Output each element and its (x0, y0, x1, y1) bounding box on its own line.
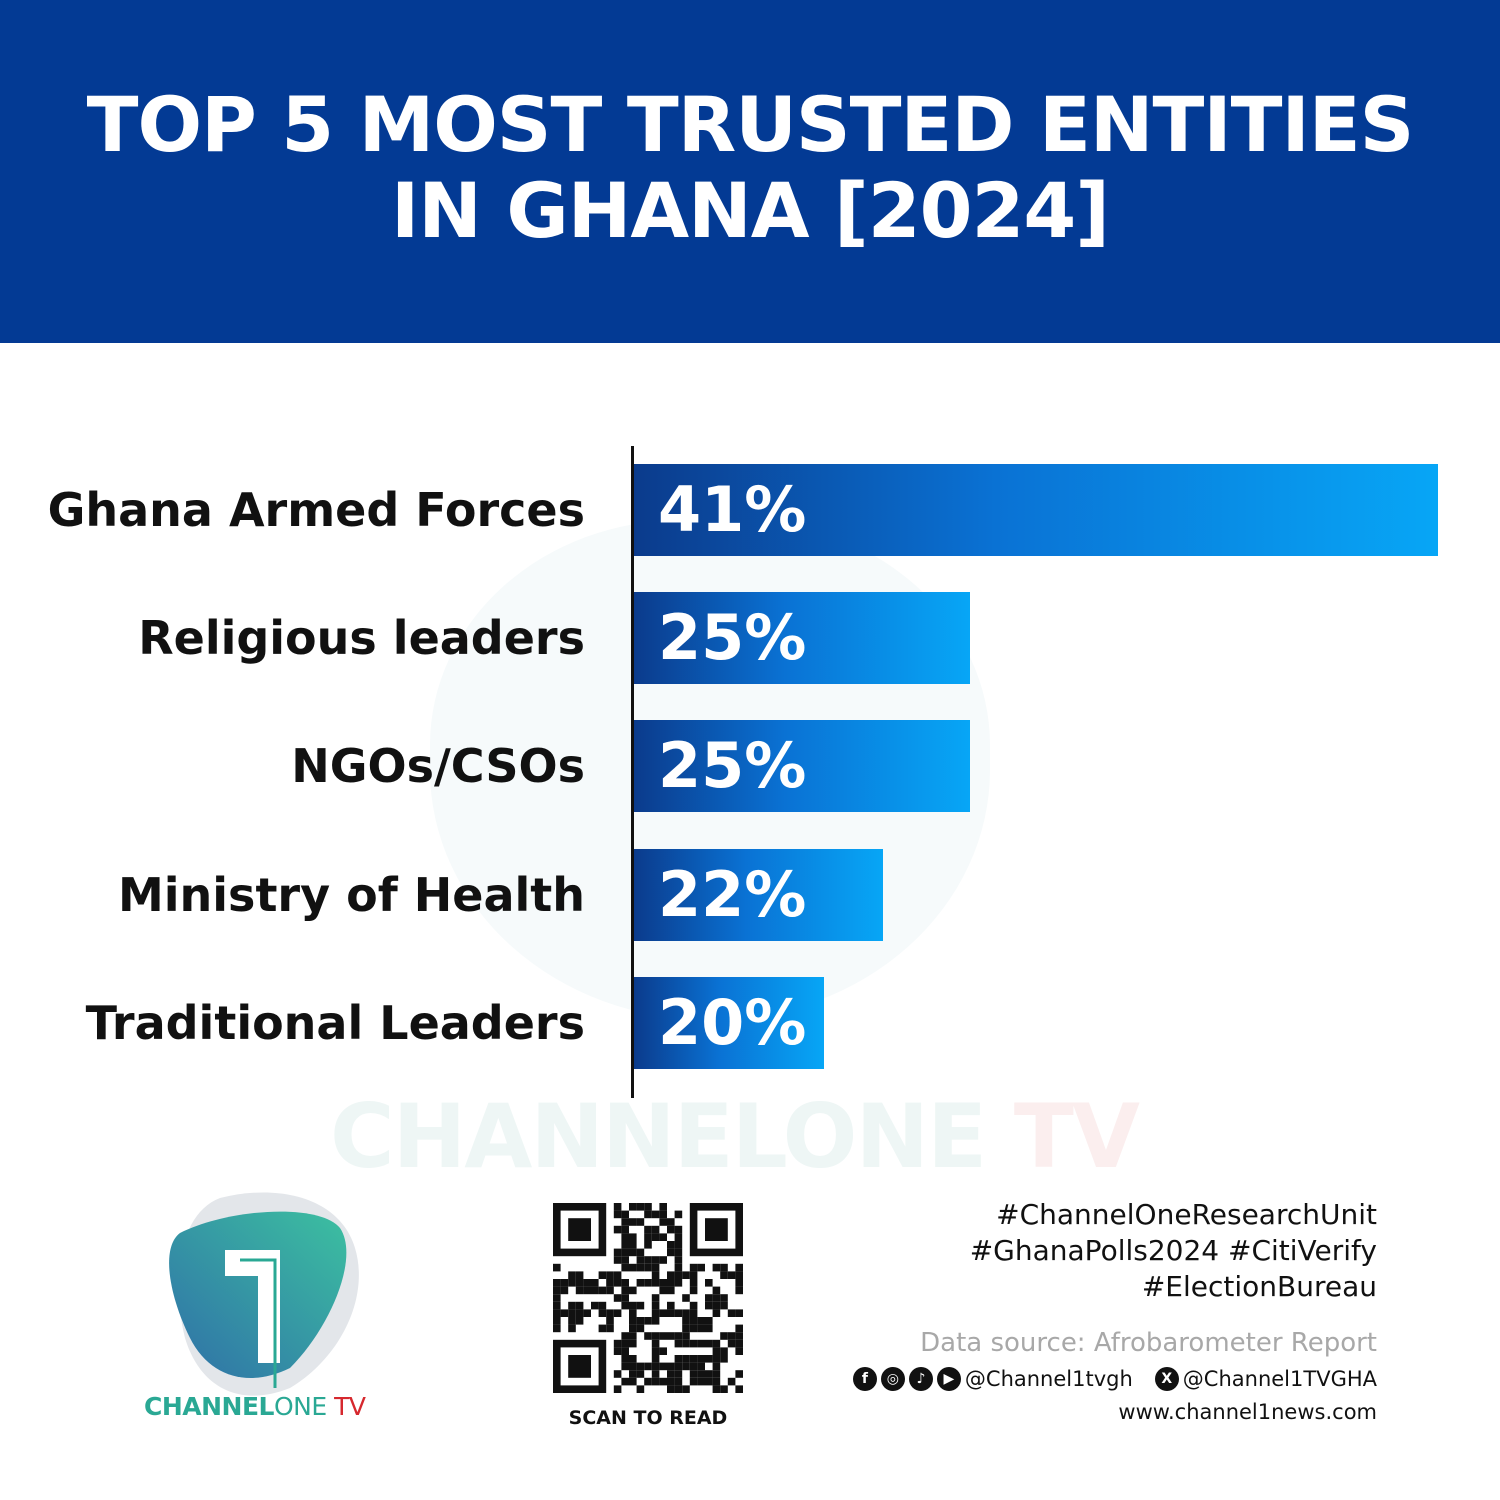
channel-one-logo (169, 1192, 359, 1396)
data-label: 25% (658, 729, 807, 802)
data-label: 25% (658, 601, 807, 674)
y-axis-line (631, 446, 634, 1098)
bar: 25% (634, 720, 971, 812)
data-label: 20% (658, 986, 807, 1059)
header-banner: TOP 5 MOST TRUSTED ENTITIES IN GHANA [20… (0, 0, 1500, 343)
bar: 41% (634, 464, 1439, 556)
category-label: Ministry of Health (118, 868, 585, 922)
youtube-icon[interactable]: ▶ (936, 1367, 961, 1391)
x-handle: @Channel1TVGHA (1182, 1367, 1377, 1391)
social-handle: @Channel1tvgh (964, 1367, 1133, 1391)
facebook-icon[interactable]: f (852, 1367, 877, 1391)
logo-wordmark: CHANNELONE TV (144, 1392, 366, 1421)
category-label: NGOs/CSOs (291, 739, 585, 793)
hashtags: #ChannelOneResearchUnit #GhanaPolls2024 … (969, 1198, 1377, 1303)
bar: 22% (634, 849, 883, 941)
category-label: Traditional Leaders (85, 996, 585, 1050)
tiktok-icon[interactable]: ♪ (908, 1367, 933, 1391)
social-handles: f ◎ ♪ ▶ @Channel1tvgh X @Channel1TVGHA (852, 1367, 1377, 1391)
data-label: 41% (658, 473, 807, 546)
page-title: TOP 5 MOST TRUSTED ENTITIES IN GHANA [20… (86, 80, 1415, 255)
bar: 20% (634, 977, 825, 1069)
website: www.channel1news.com (1118, 1400, 1377, 1424)
qr-code[interactable] (553, 1203, 743, 1393)
category-label: Religious leaders (138, 611, 585, 665)
data-label: 22% (658, 858, 807, 931)
category-label: Ghana Armed Forces (47, 483, 585, 537)
instagram-icon[interactable]: ◎ (880, 1367, 905, 1391)
bar: 25% (634, 592, 971, 684)
watermark-text: CHANNELONE TV (330, 1085, 1140, 1188)
data-source: Data source: Afrobarometer Report (920, 1328, 1377, 1358)
x-icon[interactable]: X (1154, 1367, 1179, 1391)
scan-label: SCAN TO READ (568, 1407, 728, 1429)
